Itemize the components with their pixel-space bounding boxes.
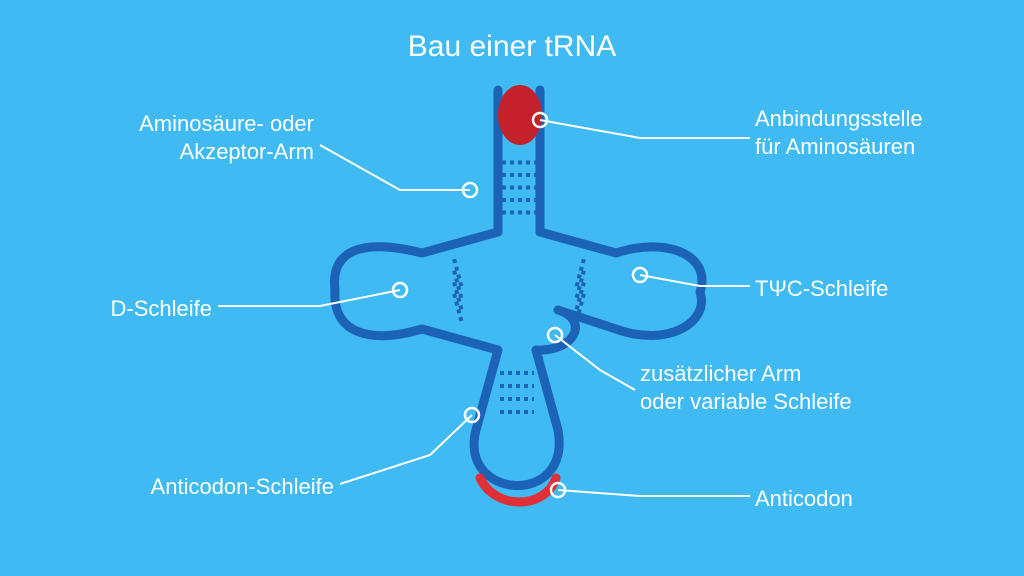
label-d-loop: D-Schleife bbox=[111, 295, 212, 323]
diagram-title: Bau einer tRNA bbox=[0, 30, 1024, 64]
label-tpsic-loop: TΨC-Schleife bbox=[755, 275, 888, 303]
label-acceptor-arm: Aminosäure- oder Akzeptor-Arm bbox=[139, 110, 314, 165]
label-binding-site: Anbindungsstelle für Aminosäuren bbox=[755, 105, 923, 160]
label-anticodon: Anticodon bbox=[755, 485, 853, 513]
label-anticodon-loop: Anticodon-Schleife bbox=[151, 473, 334, 501]
trna-diagram-stage: Bau einer tRNA Aminosäure- oder Akzeptor… bbox=[0, 0, 1024, 576]
label-variable-loop: zusätzlicher Arm oder variable Schleife bbox=[640, 360, 852, 415]
